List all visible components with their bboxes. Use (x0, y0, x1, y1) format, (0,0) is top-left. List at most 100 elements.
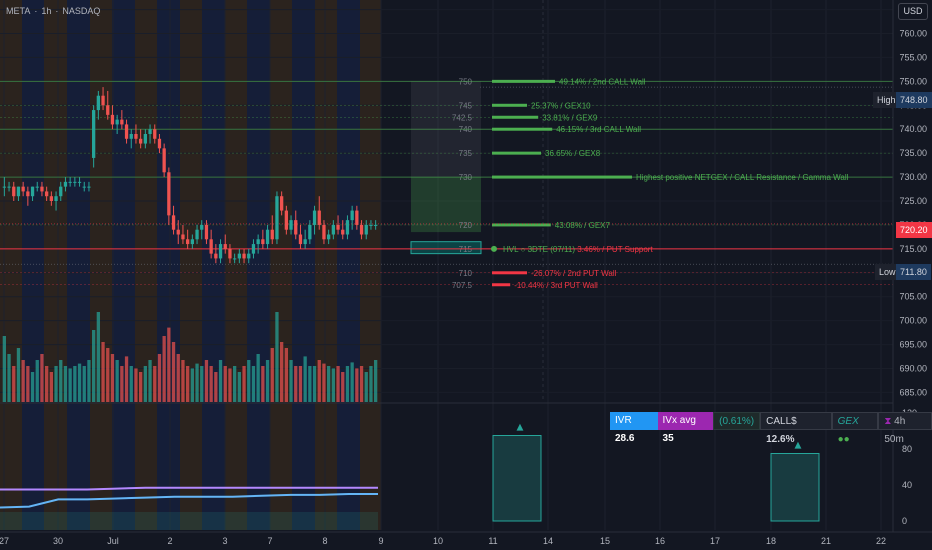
candle-body (110, 114, 115, 125)
candle-body (218, 244, 223, 259)
candle-body (167, 172, 171, 216)
candle-body (129, 134, 133, 139)
level-bar (492, 79, 555, 83)
candle-body (289, 220, 293, 230)
candle-body (256, 239, 260, 245)
volume-bar (275, 312, 279, 402)
gex-dot-icon: ●● (837, 434, 850, 445)
price-candles (2, 87, 378, 264)
volume-bar (317, 360, 321, 402)
session-band (180, 0, 202, 530)
volume-bar (101, 342, 105, 402)
candle-body (355, 210, 359, 225)
volume-bar (200, 366, 204, 402)
time-tick-label: 10 (433, 536, 443, 546)
candle-body (317, 210, 321, 225)
price-tick-label: 755.00 (899, 52, 927, 62)
time-tick-label: 8 (322, 536, 327, 546)
volume-bar (110, 354, 115, 402)
volume-bar (284, 348, 288, 402)
candle-body (40, 186, 44, 192)
time-tick-label: 30 (53, 536, 63, 546)
volume-bar (223, 366, 227, 402)
volume-bar (59, 360, 63, 402)
candle-body (270, 229, 274, 240)
time-tick-label: 11 (488, 536, 497, 546)
osc-series-line (0, 486, 378, 491)
candle-body (284, 210, 288, 230)
candle-body (77, 181, 82, 183)
volume-bar (237, 372, 241, 402)
gex-chip: GEX ●● (831, 412, 879, 445)
time-tick-label: 14 (543, 536, 553, 546)
gex-zone-green (411, 177, 481, 233)
session-band (22, 0, 44, 530)
volume-bar (233, 366, 237, 402)
gex-levels: 750745742.5740735730720715710707.549.14%… (0, 77, 893, 290)
candle-body (59, 186, 63, 197)
volume-bar (26, 366, 30, 402)
candle-body (12, 186, 16, 197)
osc-tick-label: 0 (902, 516, 907, 526)
price-tick-label: 695.00 (899, 340, 927, 350)
volume-bar (176, 354, 180, 402)
level-bar (492, 151, 541, 155)
volume-bar (68, 368, 72, 402)
osc-series-line (0, 493, 378, 509)
session-band (112, 0, 135, 530)
price-tick-label: 750.00 (899, 76, 927, 86)
volume-bar (21, 360, 25, 402)
session-band (292, 0, 315, 530)
candle-body (214, 253, 218, 259)
volume-bar (129, 366, 133, 402)
interval-label: 1h (41, 6, 52, 16)
candle-body (7, 186, 11, 188)
time-tick-label: 9 (378, 536, 383, 546)
candle-body (49, 196, 53, 201)
session-band (202, 0, 225, 530)
candle-body (54, 196, 58, 201)
candle-body (369, 224, 373, 226)
symbol-header[interactable]: META · 1h · NASDAQ (6, 6, 100, 16)
gex-label: GEX (837, 416, 859, 427)
volume-bar (2, 336, 6, 402)
osc-tick-label: 40 (902, 480, 912, 490)
price-tick-label: 700.00 (899, 316, 927, 326)
separator: · (34, 6, 38, 16)
candle-body (350, 210, 354, 221)
volume-bar (30, 372, 35, 402)
price-tick-label: 730.00 (899, 172, 927, 182)
session-band (0, 0, 22, 530)
candle-body (45, 191, 49, 197)
candle-body (261, 239, 265, 245)
candle-body (341, 229, 345, 235)
osc-bar-marker: ▲ (795, 441, 802, 451)
currency-button[interactable]: USD (898, 3, 928, 20)
time-tick-label: 21 (821, 536, 831, 546)
time-tick-label: Jul (107, 536, 119, 546)
ivx-value: 35 (662, 433, 674, 444)
timer-value: 4h 50m (884, 416, 906, 445)
volume-bars (2, 312, 378, 402)
volume-bar (181, 360, 185, 402)
volume-bar (312, 366, 317, 402)
candle-body (331, 224, 335, 235)
price-tick-label: 740.00 (899, 124, 927, 134)
volume-bar (190, 368, 194, 402)
volume-bar (82, 366, 86, 402)
osc-tick-label: 80 (902, 444, 912, 454)
level-label: 49.14% / 2nd CALL Wall (559, 77, 646, 86)
osc-bar (492, 435, 542, 522)
volume-bar (148, 360, 152, 402)
candle-body (92, 110, 96, 158)
volume-bar (162, 336, 166, 402)
volume-bar (186, 366, 190, 402)
volume-bar (350, 362, 354, 402)
change-chip: (0.61%) (713, 412, 761, 430)
high-badge-value: 748.80 (896, 92, 932, 108)
candle-body (242, 253, 246, 259)
volume-bar (92, 330, 96, 402)
price-tick-label: 735.00 (899, 148, 927, 158)
level-scale-label: 742.5 (452, 113, 473, 122)
